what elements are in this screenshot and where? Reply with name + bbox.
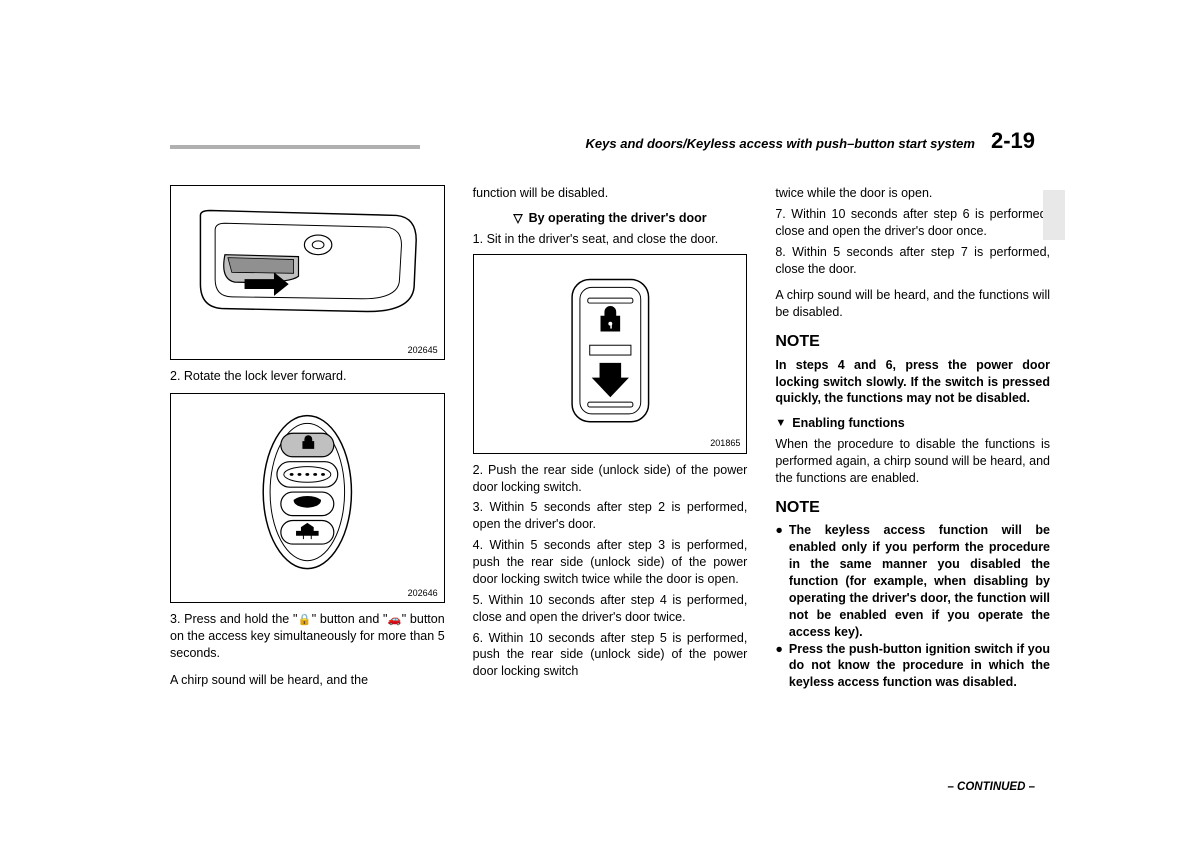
step-text: 3. Press and hold the "🔒" button and "🚗"…	[170, 611, 445, 662]
step-text: 5. Within 10 seconds after step 4 is per…	[473, 592, 748, 626]
note-bullet: ● Press the push-button ignition switch …	[775, 641, 1050, 692]
subheading: ▽ By operating the driver's door	[473, 210, 748, 227]
body-text: function will be disabled.	[473, 185, 748, 202]
column-2: function will be disabled. ▽ By operatin…	[473, 185, 748, 692]
note-heading: NOTE	[775, 331, 1050, 353]
figure-label: 202646	[408, 587, 438, 599]
note-heading: NOTE	[775, 497, 1050, 519]
figure-key-fob: 202646	[170, 393, 445, 603]
column-3: twice while the door is open. 7. Within …	[775, 185, 1050, 692]
figure-label: 202645	[408, 344, 438, 356]
step-text: 2. Rotate the lock lever forward.	[170, 368, 445, 385]
header-rule	[170, 145, 420, 149]
step-text: 8. Within 5 seconds after step 7 is perf…	[775, 244, 1050, 278]
bullet-icon: ●	[775, 641, 783, 692]
body-text: When the procedure to disable the functi…	[775, 436, 1050, 487]
body-text: twice while the door is open.	[775, 185, 1050, 202]
triangle-solid-icon: ▼	[775, 416, 786, 431]
step-text: 1. Sit in the driver's seat, and close t…	[473, 231, 748, 248]
key-fob-illustration	[171, 394, 444, 600]
subheading: ▼ Enabling functions	[775, 415, 1050, 432]
manual-page: Keys and doors/Keyless access with push–…	[0, 0, 1200, 863]
content-columns: 202645 2. Rotate the lock lever forward.	[170, 185, 1050, 692]
body-text: A chirp sound will be heard, and the	[170, 672, 445, 689]
triangle-open-icon: ▽	[513, 210, 522, 226]
note-body: In steps 4 and 6, press the power door l…	[775, 357, 1050, 408]
column-1: 202645 2. Rotate the lock lever forward.	[170, 185, 445, 692]
page-header: Keys and doors/Keyless access with push–…	[586, 128, 1035, 154]
continued-label: – CONTINUED –	[947, 781, 1035, 793]
figure-lock-switch: 201865	[473, 254, 748, 454]
page-number: 2-19	[991, 128, 1035, 154]
car-icon: 🚗	[387, 614, 401, 626]
lock-icon: 🔒	[297, 614, 311, 626]
step-text: 6. Within 10 seconds after step 5 is per…	[473, 630, 748, 681]
side-tab	[1043, 190, 1065, 240]
section-title: Keys and doors/Keyless access with push–…	[586, 136, 975, 151]
note-bullet: ● The keyless access function will be en…	[775, 522, 1050, 640]
step-text: 4. Within 5 seconds after step 3 is perf…	[473, 537, 748, 588]
step-text: 3. Within 5 seconds after step 2 is perf…	[473, 499, 748, 533]
lock-switch-illustration	[474, 255, 747, 451]
body-text: A chirp sound will be heard, and the fun…	[775, 287, 1050, 321]
step-text: 2. Push the rear side (unlock side) of t…	[473, 462, 748, 496]
figure-door-handle: 202645	[170, 185, 445, 360]
figure-label: 201865	[710, 437, 740, 449]
bullet-icon: ●	[775, 522, 783, 640]
step-text: 7. Within 10 seconds after step 6 is per…	[775, 206, 1050, 240]
door-handle-illustration	[171, 186, 444, 358]
